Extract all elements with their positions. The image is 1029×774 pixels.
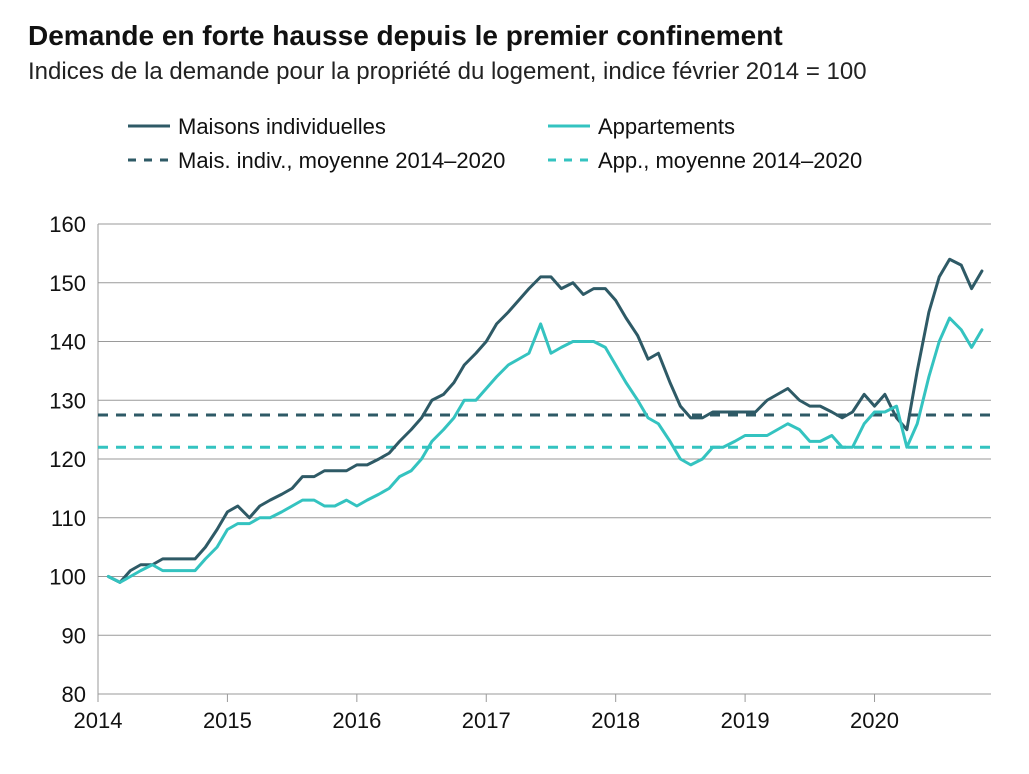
y-tick-label: 150	[49, 271, 86, 296]
y-tick-label: 120	[49, 447, 86, 472]
x-tick-label: 2017	[462, 708, 511, 733]
line-chart: 80 90 100 110 120 130 140 150 160 2014 2015 2016 201…	[28, 104, 1001, 744]
y-tick-label: 110	[51, 506, 86, 531]
y-tick-label: 100	[49, 565, 86, 590]
y-tick-label: 90	[62, 623, 86, 648]
legend-label: App., moyenne 2014–2020	[598, 148, 862, 173]
x-tick-label: 2014	[74, 708, 123, 733]
legend-label: Appartements	[598, 114, 735, 139]
x-tick-label: 2016	[332, 708, 381, 733]
y-tick-label: 80	[62, 682, 86, 707]
y-tick-label: 140	[49, 330, 86, 355]
x-tick-label: 2020	[850, 708, 899, 733]
x-tick-label: 2019	[721, 708, 770, 733]
y-tick-label: 130	[49, 388, 86, 413]
legend-label: Mais. indiv., moyenne 2014–2020	[178, 148, 505, 173]
chart-title: Demande en forte hausse depuis le premie…	[28, 20, 1001, 52]
x-tick-label: 2015	[203, 708, 252, 733]
chart-container: 80 90 100 110 120 130 140 150 160 2014 2015 2016 201…	[28, 104, 1001, 744]
chart-subtitle: Indices de la demande pour la propriété …	[28, 58, 1001, 86]
x-tick-label: 2018	[591, 708, 640, 733]
legend-label: Maisons individuelles	[178, 114, 386, 139]
y-tick-label: 160	[49, 212, 86, 237]
